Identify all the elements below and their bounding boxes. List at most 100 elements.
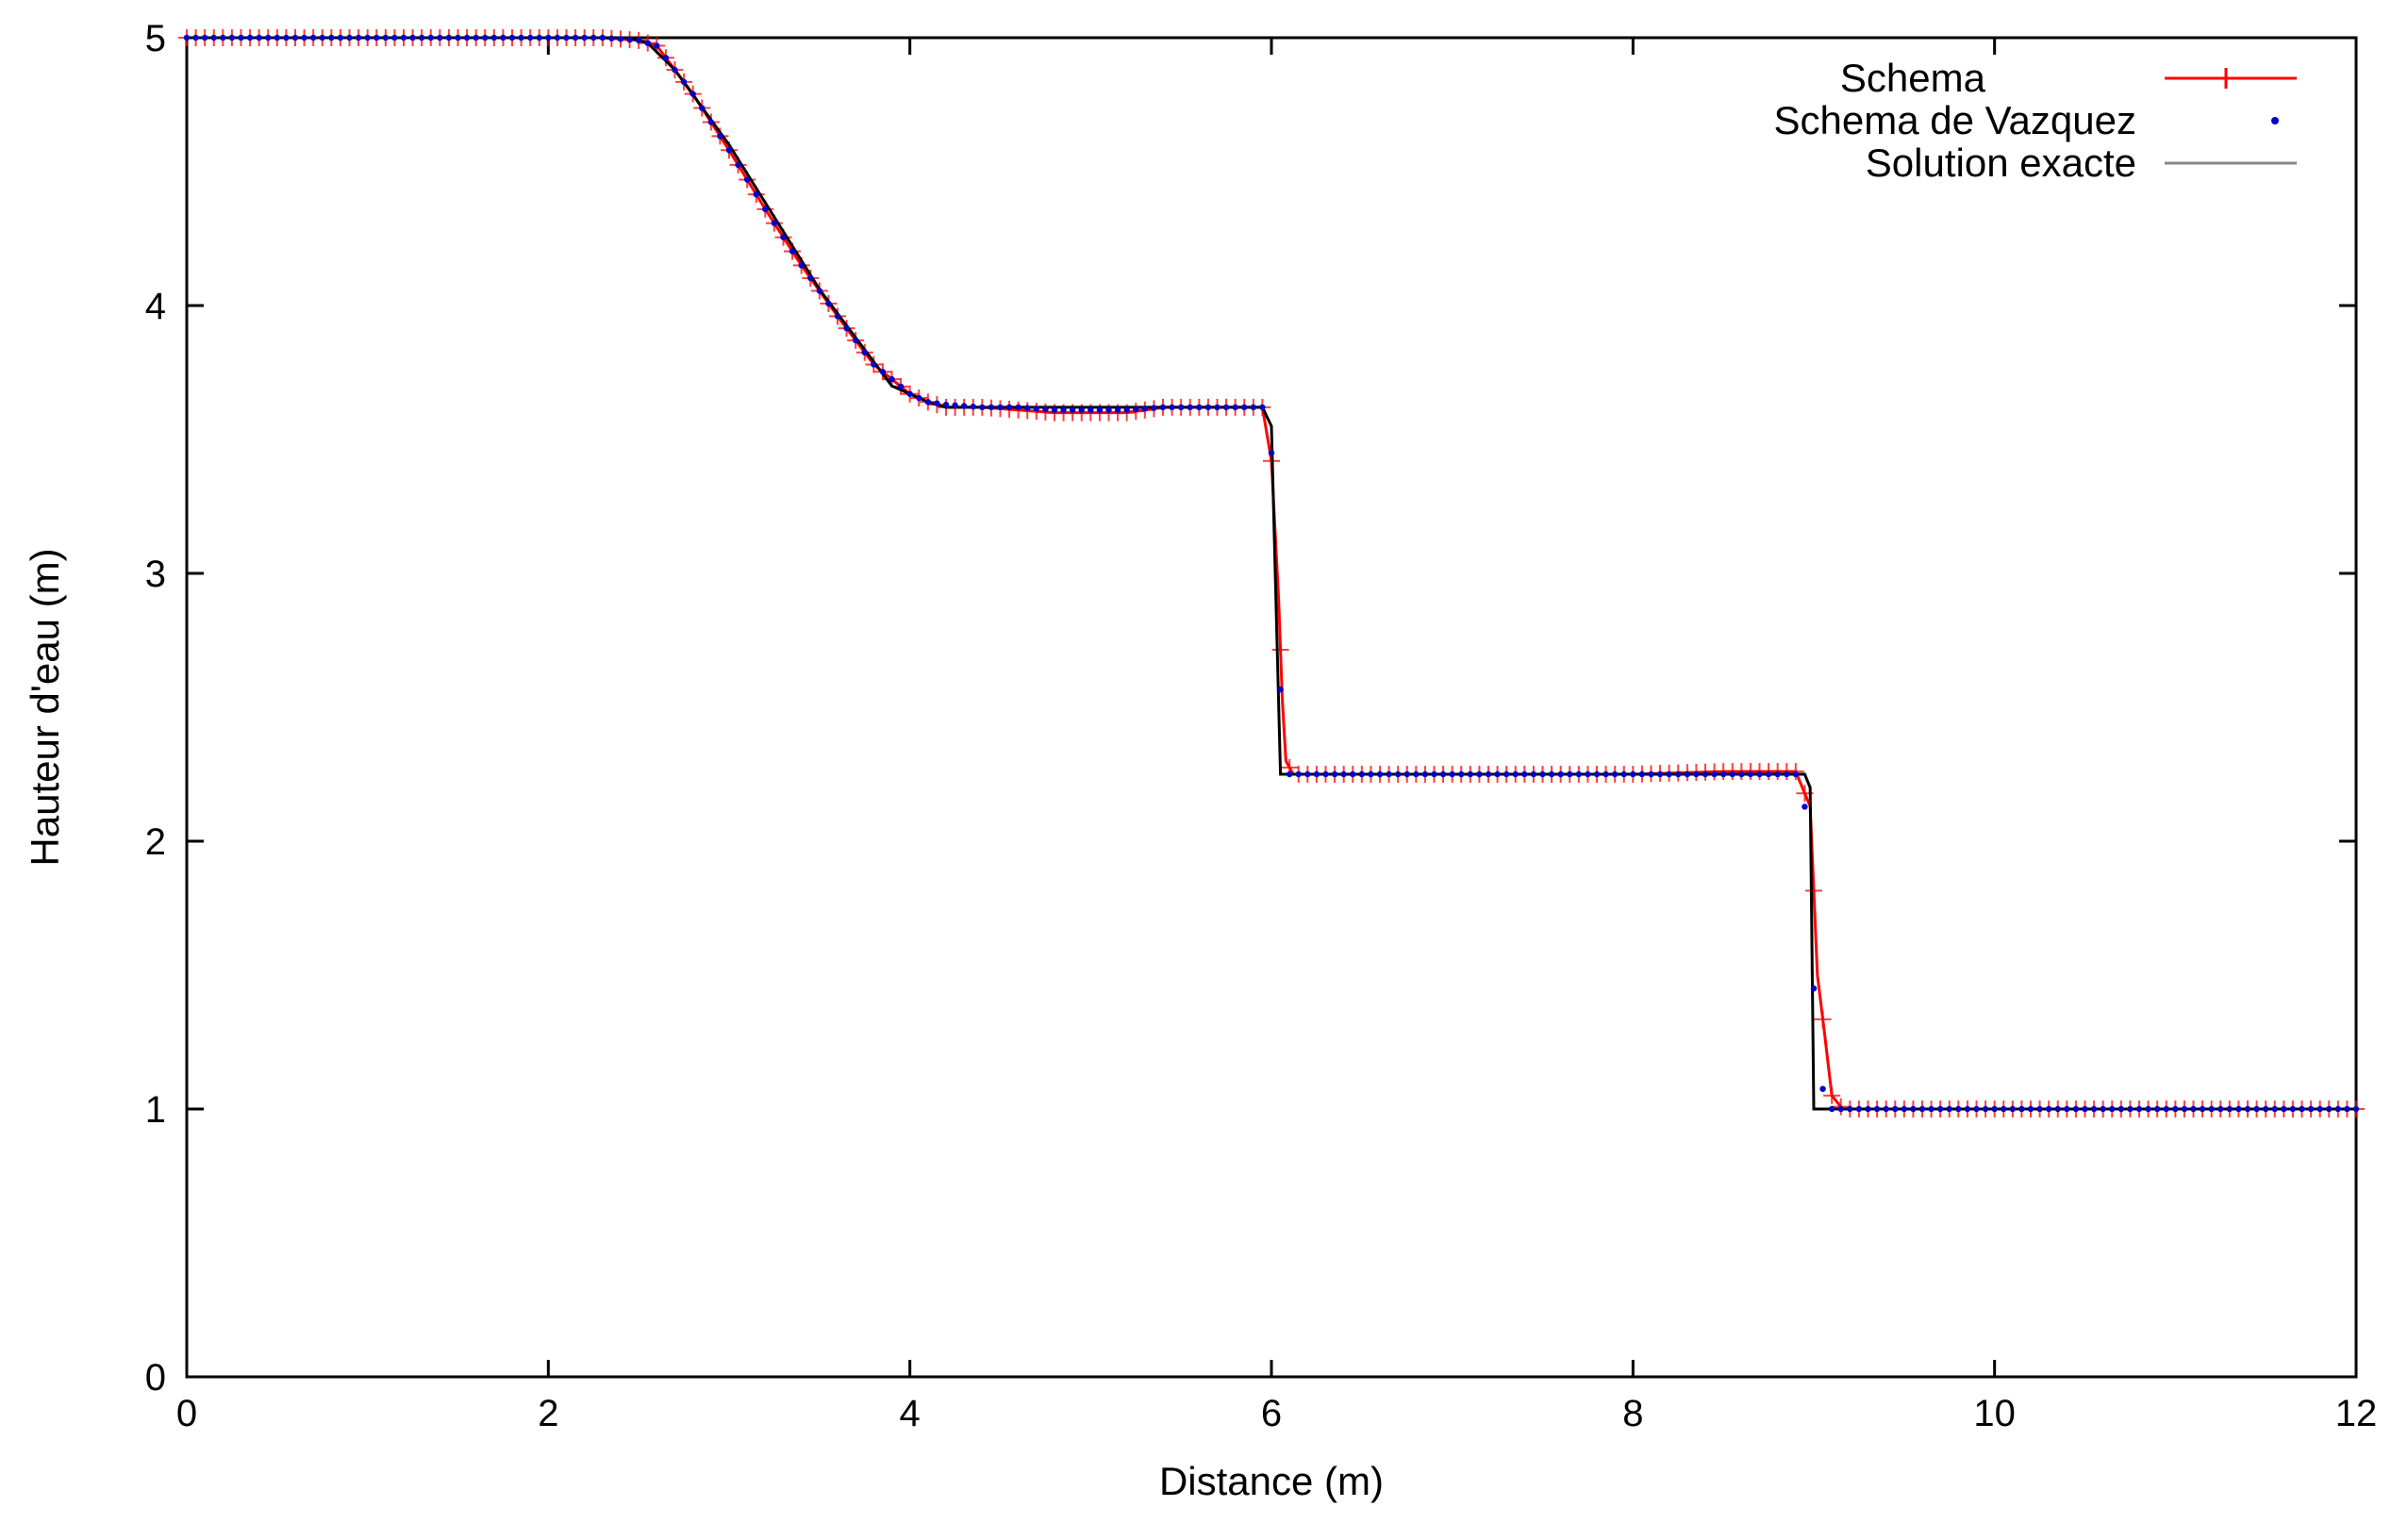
vazquez-point [654,42,660,49]
vazquez-point [888,375,895,383]
vazquez-point [834,313,841,320]
y-tick-label: 3 [145,554,166,595]
vazquez-point [2054,1105,2061,1113]
vazquez-point [753,190,759,198]
vazquez-point [2145,1105,2151,1113]
vazquez-point [1656,770,1664,778]
vazquez-point [536,34,542,41]
vazquez-point [1096,406,1104,413]
vazquez-point [699,105,706,111]
vazquez-point [1376,770,1384,778]
vazquez-point [1964,1105,1971,1113]
vazquez-point [1169,404,1175,411]
x-tick-label: 8 [1622,1393,1643,1434]
vazquez-point [2344,1105,2350,1113]
vazquez-point [1711,770,1718,778]
vazquez-point [735,161,741,169]
vazquez-point [916,394,922,402]
vazquez-point [626,36,633,43]
vazquez-point [1729,770,1735,778]
vazquez-point [1467,770,1474,778]
vazquez-point [2217,1105,2224,1113]
vazquez-point [1088,406,1094,413]
vazquez-point [942,401,950,408]
vazquez-point [1503,770,1510,778]
vazquez-point [2027,1105,2034,1113]
vazquez-point [725,147,733,154]
vazquez-point [1973,1105,1980,1113]
vazquez-point [391,34,398,41]
vazquez-point [1277,686,1284,693]
vazquez-point [1819,1085,1826,1092]
vazquez-point [644,40,651,46]
vazquez-point [1403,770,1410,778]
vazquez-point [400,34,407,41]
vazquez-point [374,34,380,41]
vazquez-point [1313,770,1320,778]
vazquez-point [1593,770,1601,778]
vazquez-point [689,91,696,97]
vazquez-point [1648,770,1654,778]
vazquez-point [508,34,516,41]
vazquez-point [1928,1105,1935,1113]
vazquez-point [1539,770,1546,778]
vazquez-point [283,34,290,41]
vazquez-point [1702,770,1709,778]
x-tick-label: 4 [900,1393,921,1434]
vazquez-point [2208,1105,2215,1113]
vazquez-point [346,34,353,41]
vazquez-point [1449,770,1455,778]
vazquez-point [1548,770,1555,778]
vazquez-point [2064,1105,2070,1113]
vazquez-point [871,361,877,368]
vazquez-point [979,404,986,411]
vazquez-point [1494,770,1501,778]
vazquez-point [518,34,524,41]
vazquez-point [526,34,534,41]
vazquez-point [1368,770,1374,778]
vazquez-point [1133,406,1139,413]
vazquez-point [482,34,489,41]
vazquez-point [201,34,208,41]
vazquez-point [1177,404,1185,411]
vazquez-point [934,400,940,406]
y-tick-label: 5 [145,18,166,59]
vazquez-point [2235,1105,2242,1113]
vazquez-point [554,34,561,41]
vazquez-point [301,34,307,41]
vazquez-point [1774,770,1781,778]
vazquez-point [1485,770,1492,778]
vazquez-point [1910,1105,1917,1113]
vazquez-point [970,404,976,410]
vazquez-point [1322,770,1329,778]
vazquez-point [328,34,335,41]
vazquez-point [2135,1105,2143,1113]
vazquez-point [1005,404,1013,411]
vazquez-point [1512,770,1519,778]
vazquez-point [1413,770,1420,778]
vazquez-point [246,34,254,41]
vazquez-point [1340,770,1347,778]
vazquez-point [2018,1105,2025,1113]
series-vazquez-points [183,34,2360,1113]
vazquez-point [1865,1105,1871,1113]
vazquez-point [1575,770,1583,778]
legend-label-exact: Solution exacte [1866,141,2136,185]
vazquez-point [798,262,805,269]
vazquez-point [418,34,425,41]
vazquez-point [409,34,416,41]
vazquez-point [1530,770,1537,778]
vazquez-point [2127,1105,2134,1113]
vazquez-point [780,234,787,240]
vazquez-point [1855,1105,1863,1113]
vazquez-point [274,34,281,41]
vazquez-point [1620,770,1627,778]
vazquez-point [1810,985,1818,992]
vazquez-point [743,176,751,183]
vazquez-point [672,66,678,74]
vazquez-point [590,34,597,41]
vazquez-point [364,34,371,41]
vazquez-point [1123,406,1130,413]
